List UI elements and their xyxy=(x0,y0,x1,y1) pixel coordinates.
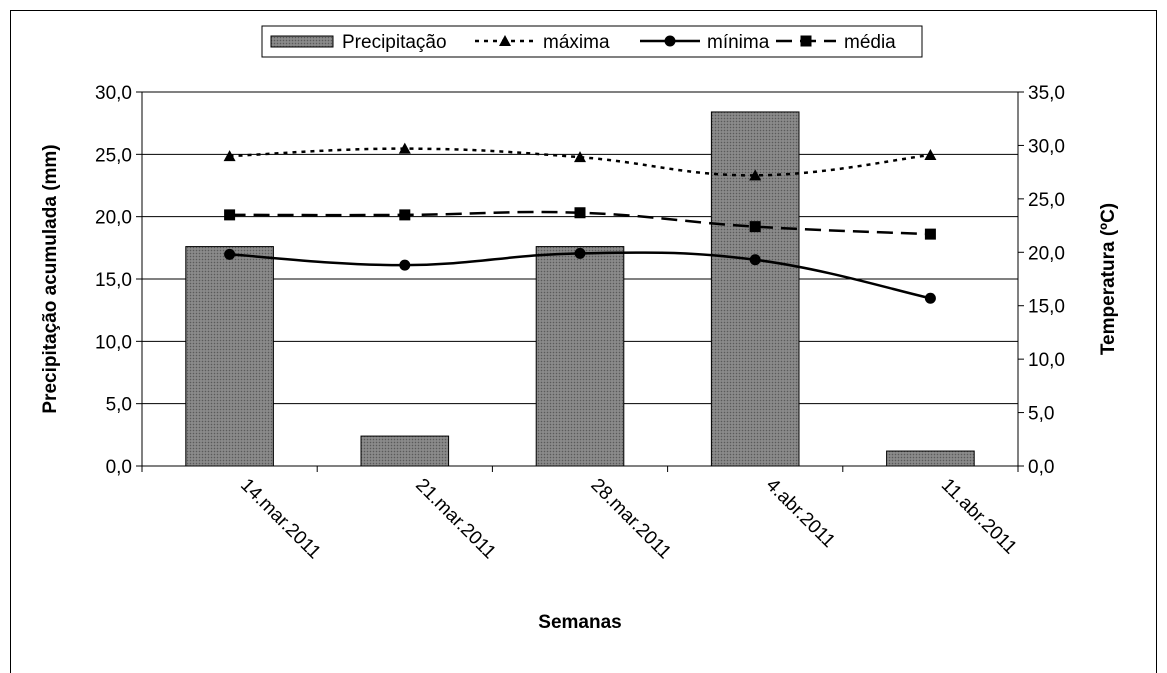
x-axis-title: Semanas xyxy=(538,612,621,633)
legend-label: Precipitação xyxy=(342,32,447,53)
y-right-axis-title: Temperatura (ºC) xyxy=(1098,203,1119,355)
bar-precipitacao xyxy=(535,246,625,467)
y-left-tick-label: 0,0 xyxy=(106,457,132,478)
line-máxima xyxy=(229,147,931,177)
y-right-tick-label: 15,0 xyxy=(1028,297,1065,318)
bar-precipitacao xyxy=(185,246,274,467)
marker-circle xyxy=(224,248,236,260)
legend-marker-triangle xyxy=(499,35,511,46)
bar-precipitacao xyxy=(886,450,975,467)
y-right-tick-label: 35,0 xyxy=(1028,83,1065,104)
marker-square xyxy=(399,209,411,221)
legend-marker-circle xyxy=(664,35,676,47)
y-right-tick-label: 25,0 xyxy=(1028,190,1065,211)
bar-precipitacao xyxy=(710,111,800,467)
legend-label: máxima xyxy=(543,32,610,53)
bar-precipitacao xyxy=(360,435,450,467)
marker-circle xyxy=(399,259,411,271)
y-left-tick-label: 20,0 xyxy=(95,208,132,229)
y-right-tick-label: 10,0 xyxy=(1028,350,1065,371)
y-right-tick-label: 30,0 xyxy=(1028,136,1065,157)
legend-swatch-bar xyxy=(270,35,334,48)
marker-square xyxy=(924,228,936,240)
marker-circle xyxy=(749,254,761,266)
legend-label: mínima xyxy=(707,32,770,53)
marker-square xyxy=(574,207,586,219)
marker-circle xyxy=(924,292,936,304)
marker-triangle xyxy=(223,150,236,162)
y-left-tick-label: 30,0 xyxy=(95,83,132,104)
y-left-tick-label: 15,0 xyxy=(95,270,132,291)
y-right-tick-label: 20,0 xyxy=(1028,243,1065,264)
y-left-tick-label: 5,0 xyxy=(106,395,132,416)
marker-triangle xyxy=(574,151,586,163)
y-left-tick-label: 10,0 xyxy=(95,332,132,353)
marker-square xyxy=(224,209,236,221)
legend-label: média xyxy=(844,32,896,53)
y-left-axis-title: Precipitação acumulada (mm) xyxy=(40,144,61,413)
legend-marker-square xyxy=(800,35,812,47)
marker-triangle xyxy=(924,149,937,161)
marker-triangle xyxy=(749,169,762,181)
marker-circle xyxy=(574,247,586,259)
marker-square xyxy=(749,221,761,233)
combo-chart: 0,0 5,0 10,0 15,0 20,0 25,0 30,0 0,0 5,0 10,0 15,0… xyxy=(10,10,1157,673)
chart-container: 0,0 5,0 10,0 15,0 20,0 25,0 30,0 0,0 5,0 10,0 15,0… xyxy=(10,10,1157,673)
marker-triangle xyxy=(398,142,411,154)
y-right-tick-label: 5,0 xyxy=(1028,404,1054,425)
y-right-tick-label: 0,0 xyxy=(1028,457,1054,478)
y-left-tick-label: 25,0 xyxy=(95,145,132,166)
